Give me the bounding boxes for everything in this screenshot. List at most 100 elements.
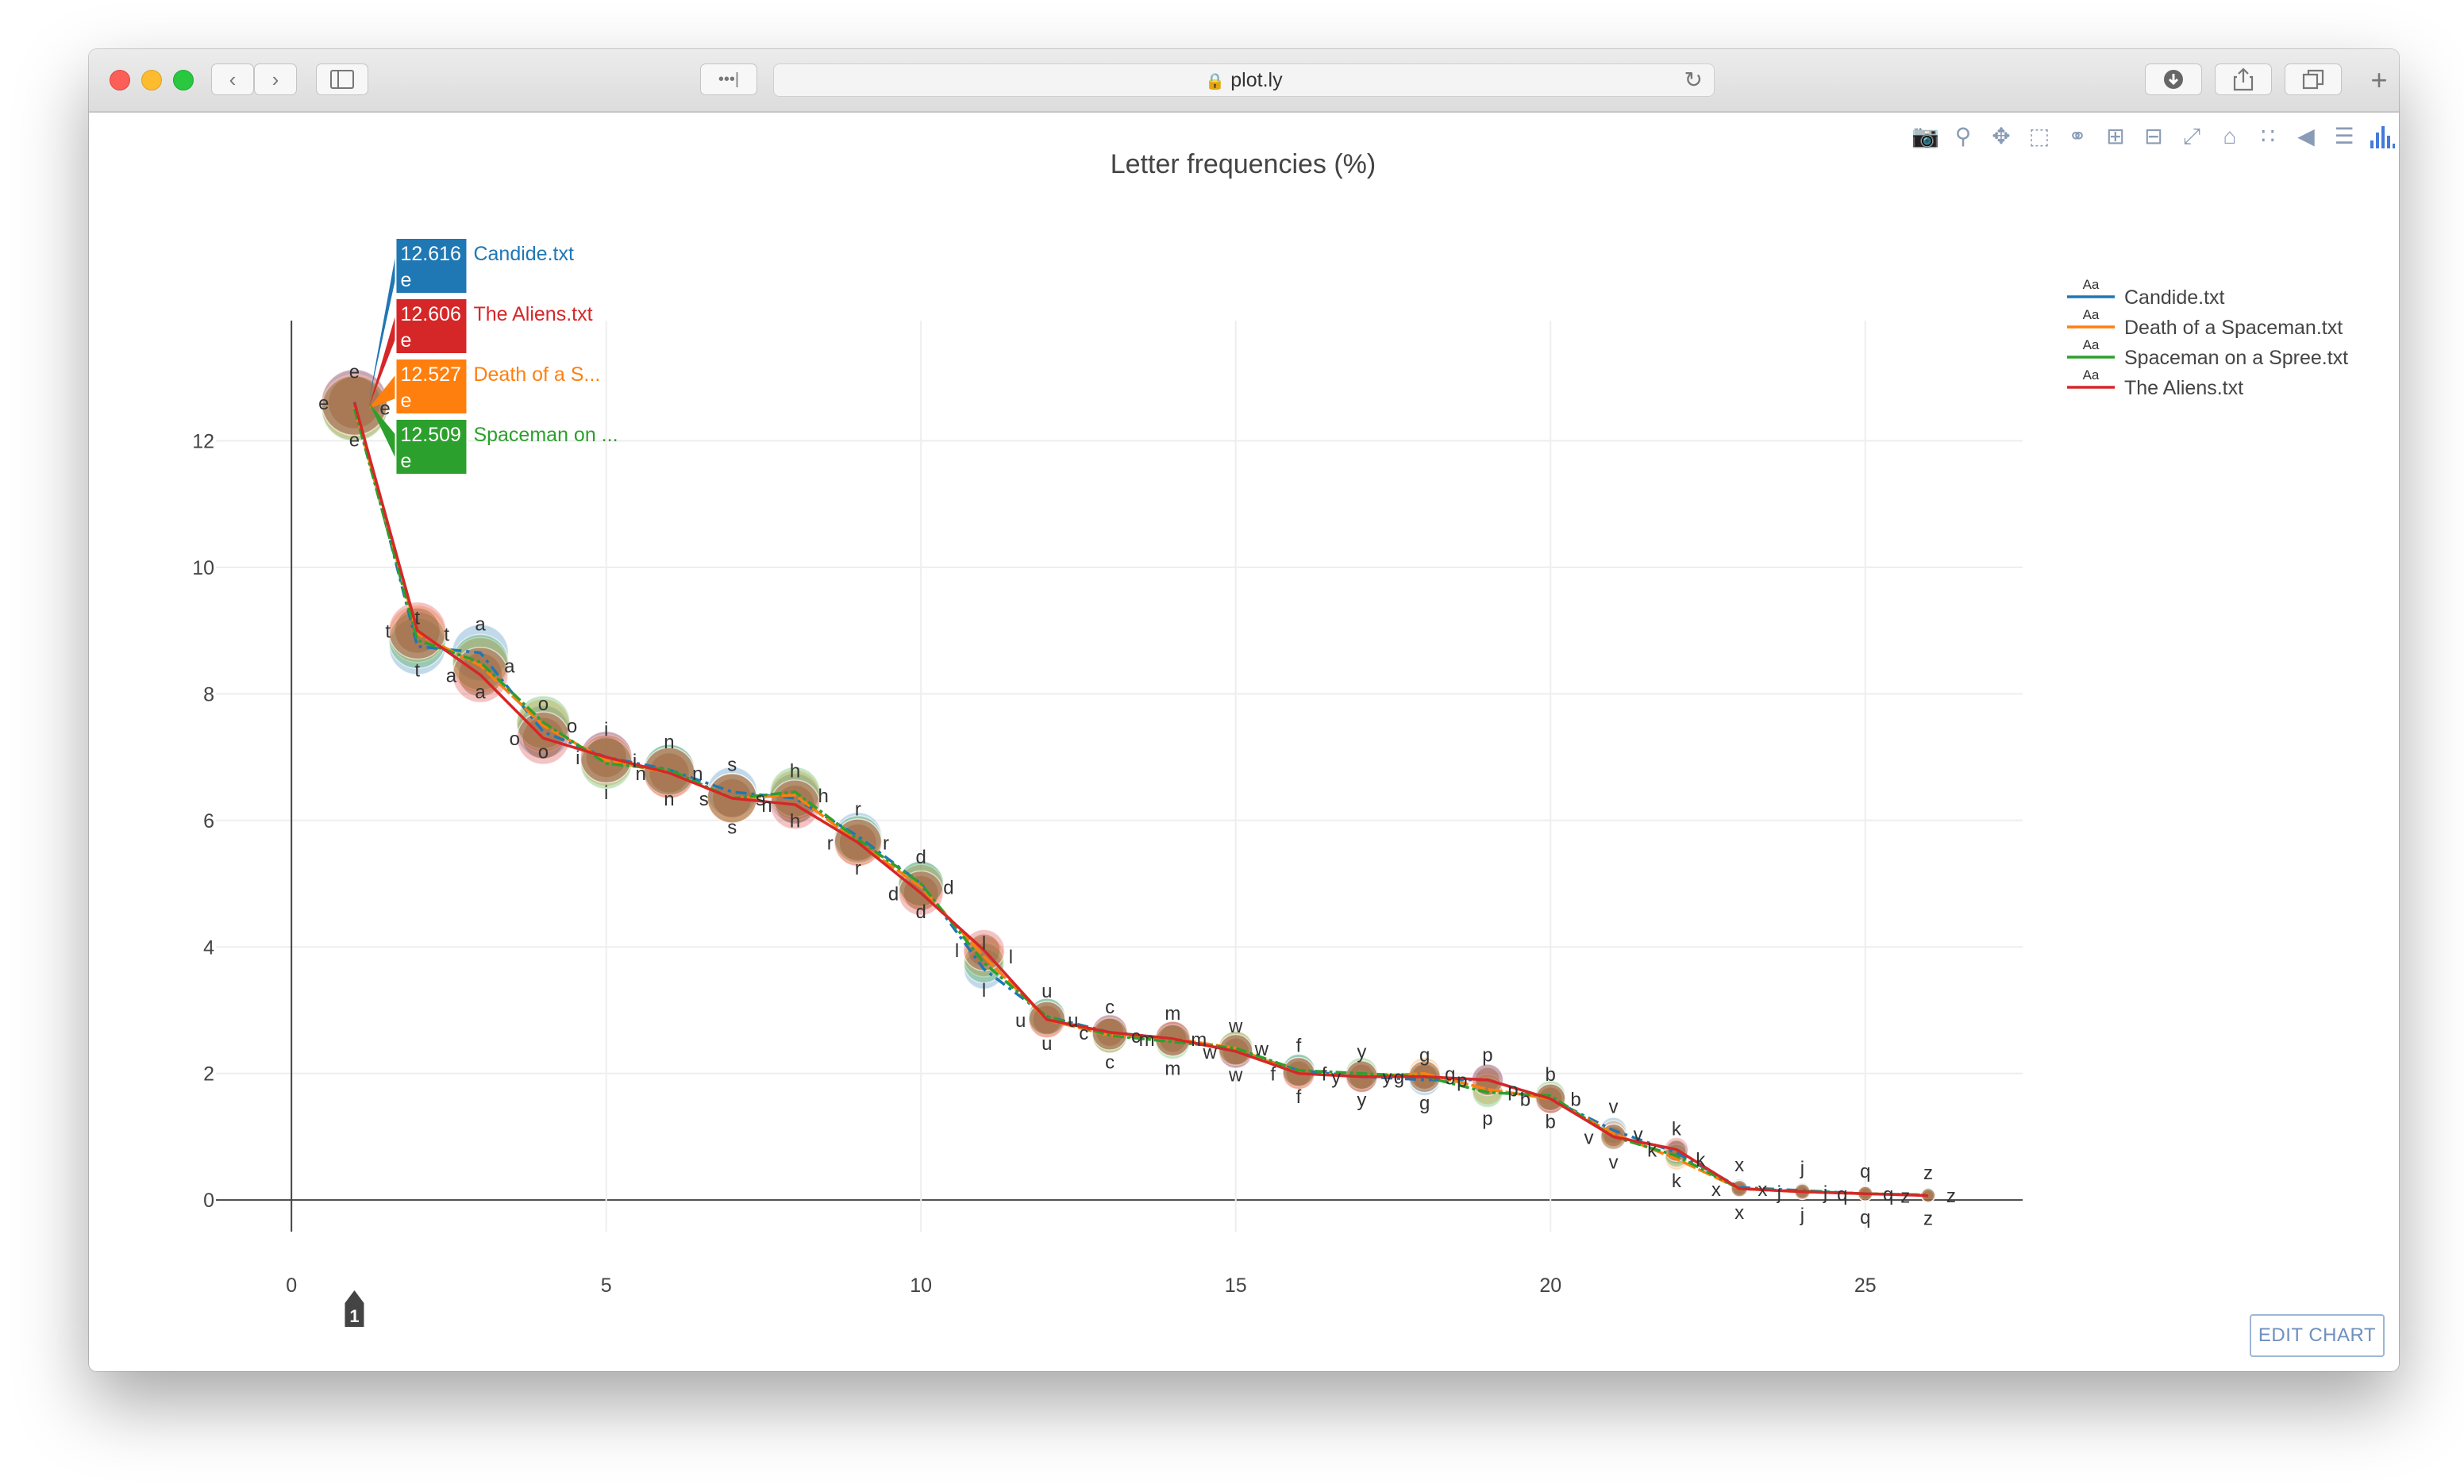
hover-pointer	[368, 314, 396, 408]
y-tick-label: 2	[203, 1063, 214, 1086]
letter-label: z	[1946, 1186, 1956, 1207]
y-tick-label: 8	[203, 683, 214, 705]
address-bar[interactable]: 🔒 plot.ly ↻	[773, 63, 1715, 97]
hover-closest-icon[interactable]: ◀	[2297, 124, 2315, 148]
letter-label: b	[1546, 1064, 1556, 1086]
letter-label: b	[1546, 1111, 1556, 1132]
letter-label: q	[1860, 1161, 1870, 1182]
letter-label: n	[636, 763, 646, 785]
data-point	[388, 611, 447, 670]
y-tick-label: 6	[203, 810, 214, 832]
reload-icon[interactable]: ↻	[1684, 67, 1703, 92]
legend-marker-text: Aa	[2083, 367, 2100, 383]
edit-chart-button[interactable]: EDIT CHART	[2250, 1314, 2385, 1357]
hover-compare-icon[interactable]: ☰	[2334, 124, 2354, 148]
letter-label: c	[1079, 1023, 1088, 1044]
letter-label: h	[790, 760, 800, 782]
letter-label: j	[1800, 1205, 1804, 1226]
legend-marker-text: Aa	[2083, 337, 2100, 352]
x-tick-label: 15	[1225, 1274, 1247, 1297]
letter-label: q	[1883, 1184, 1893, 1205]
letter-label: f	[1270, 1064, 1276, 1086]
letter-label: b	[1520, 1090, 1530, 1111]
forward-button[interactable]: ›	[254, 63, 297, 95]
letter-label: t	[414, 660, 420, 682]
hover-series-name: The Aliens.txt	[473, 303, 592, 325]
tabs-button[interactable]	[2285, 63, 2342, 95]
series-line	[352, 407, 1929, 1197]
letter-label: u	[1068, 1010, 1078, 1032]
letter-label: e	[318, 393, 329, 414]
letter-label: z	[1923, 1209, 1933, 1230]
hover-box	[395, 237, 468, 294]
zoom-window-button[interactable]	[173, 70, 194, 90]
letter-label: s	[756, 789, 765, 810]
letter-label: n	[692, 763, 703, 785]
close-window-button[interactable]	[110, 70, 130, 90]
zoom-out-icon[interactable]: ⊟	[2144, 124, 2163, 148]
hover-box	[395, 418, 468, 475]
letter-label: y	[1331, 1067, 1341, 1089]
letter-label: i	[604, 719, 608, 740]
letter-label: h	[761, 795, 772, 817]
y-tick-label: 12	[192, 430, 214, 452]
letter-label: m	[1165, 1059, 1180, 1080]
letter-label: k	[1672, 1119, 1682, 1140]
letter-label: b	[1570, 1090, 1580, 1111]
back-button[interactable]: ‹	[211, 63, 254, 95]
letter-label: g	[1419, 1093, 1430, 1114]
downloads-button[interactable]	[2145, 63, 2202, 95]
zoom-in-icon[interactable]: ⊞	[2106, 124, 2125, 148]
box-select-icon[interactable]: ⬚	[2028, 124, 2050, 148]
letter-label: a	[475, 682, 486, 703]
hover-pointer	[368, 375, 396, 409]
data-point	[706, 766, 758, 818]
letter-label: s	[727, 817, 737, 838]
letter-label: k	[1672, 1171, 1682, 1192]
y-tick-label: 10	[192, 557, 214, 579]
letter-label: f	[1296, 1086, 1302, 1108]
legend-item-label: Spaceman on a Spree.txt	[2124, 347, 2348, 369]
letter-label: v	[1609, 1096, 1619, 1117]
new-tab-icon[interactable]: +	[2370, 63, 2388, 96]
sidebar-icon	[330, 70, 354, 89]
hover-box	[395, 298, 468, 355]
x-tick-label: 20	[1539, 1274, 1561, 1297]
plotly-logo-icon[interactable]	[2369, 123, 2396, 150]
lasso-icon[interactable]: ⚭	[2068, 124, 2087, 148]
legend-marker-text: Aa	[2083, 277, 2100, 292]
reset-axes-icon[interactable]: ⌂	[2223, 124, 2237, 148]
modebar: 📷 ⚲ ✥ ⬚ ⚭ ⊞ ⊟ ⤢ ⌂ ∷ ◀ ☰	[1912, 121, 2396, 152]
y-tick-label: 0	[203, 1190, 214, 1212]
minimize-window-button[interactable]	[141, 70, 162, 90]
spike-lines-icon[interactable]: ∷	[2261, 124, 2275, 148]
letter-label: g	[1445, 1064, 1455, 1086]
reader-button[interactable]: •••|	[700, 63, 757, 95]
letter-label: m	[1191, 1029, 1207, 1051]
autoscale-icon[interactable]: ⤢	[2182, 124, 2201, 148]
letter-label: q	[1837, 1184, 1847, 1205]
hover-value: 12.509	[400, 424, 460, 446]
chevron-left-icon: ‹	[229, 67, 237, 91]
data-point-overlay	[1923, 1190, 1934, 1201]
letter-label: o	[510, 729, 520, 750]
share-button[interactable]	[2215, 63, 2272, 95]
letter-label: d	[916, 902, 926, 923]
letter-label: y	[1357, 1041, 1366, 1063]
sidebar-button[interactable]	[316, 63, 368, 95]
camera-icon[interactable]: 📷	[1912, 124, 1939, 148]
hover-box	[395, 358, 468, 415]
letter-label: j	[1823, 1182, 1827, 1204]
letter-label: x	[1711, 1179, 1721, 1201]
letter-label: y	[1357, 1090, 1366, 1111]
letter-frequency-chart[interactable]: Letter frequencies (%) 0 2 4 6 8 10 12 0 5 10 15 20 2…	[89, 113, 2399, 1371]
zoom-icon[interactable]: ⚲	[1954, 124, 1972, 148]
letter-label: s	[727, 754, 737, 775]
letter-label: j	[1777, 1182, 1781, 1204]
browser-toolbar: ‹ › •••| 🔒 plot.ly ↻ +	[89, 49, 2399, 113]
letter-label: h	[818, 786, 828, 807]
x-tick-label: 5	[601, 1274, 612, 1297]
letter-label: q	[1860, 1207, 1870, 1228]
pan-icon[interactable]: ✥	[1992, 124, 2011, 148]
x-hover-badge-label: 1	[349, 1306, 359, 1326]
